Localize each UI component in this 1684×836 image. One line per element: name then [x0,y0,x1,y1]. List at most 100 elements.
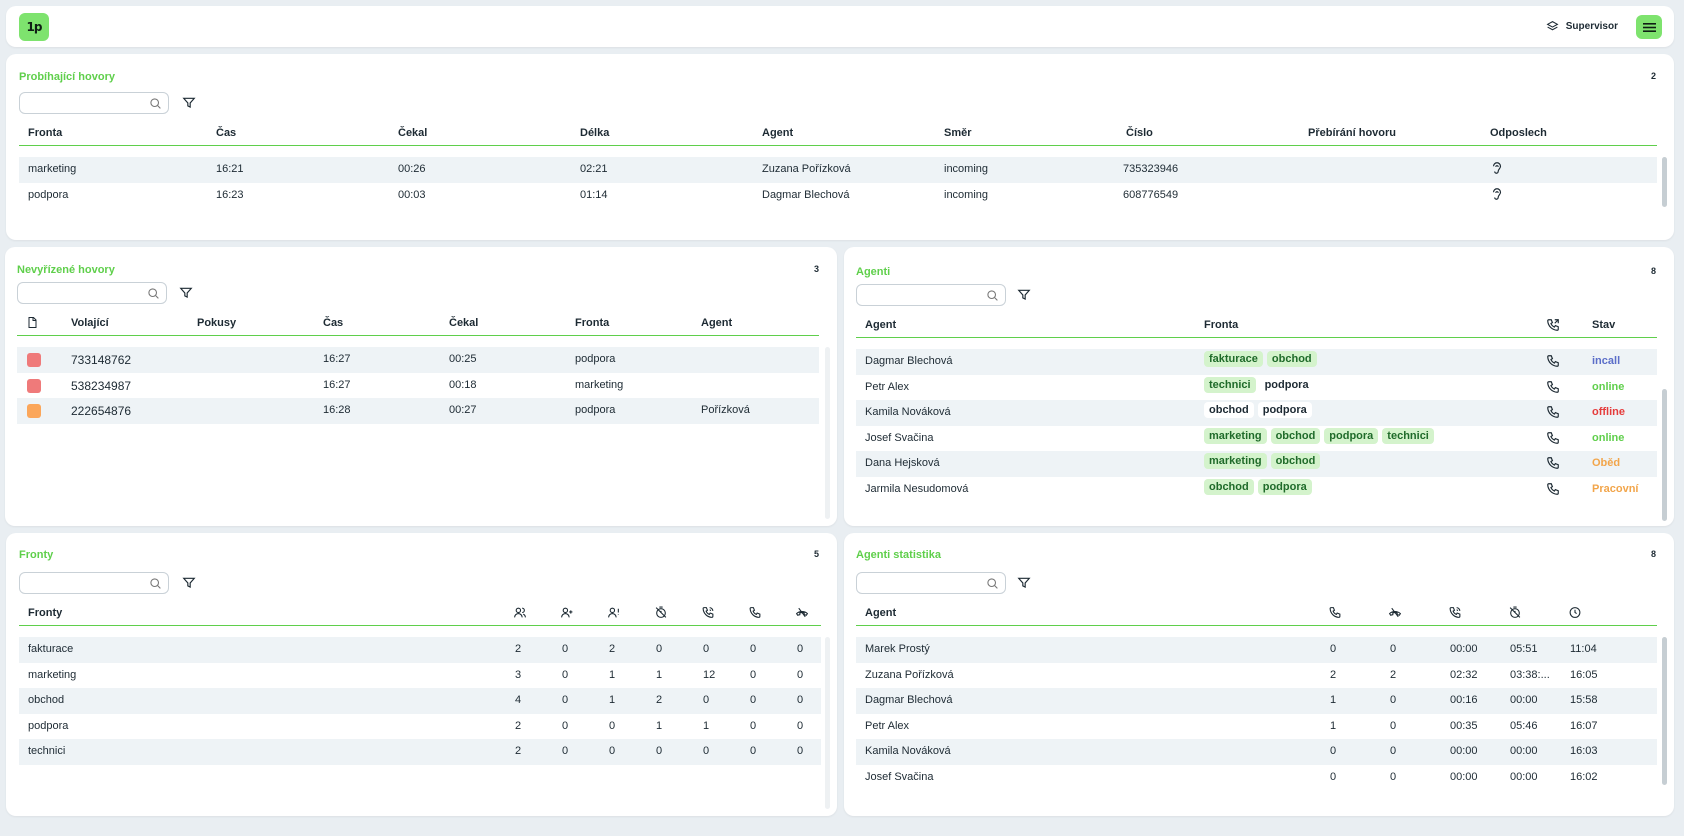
panel-count: 3 [813,264,819,274]
search-input[interactable] [19,92,169,114]
column-header[interactable]: Stav [1592,319,1616,331]
column-header[interactable]: Agent [762,127,794,139]
panel-count: 5 [813,549,819,559]
clock-icon[interactable] [1568,606,1582,619]
table-row[interactable]: Petr Alex 1 0 00:35 05:46 16:07 [865,719,1598,732]
queue-tag: technici [1382,427,1434,444]
phone-icon[interactable] [1546,354,1560,368]
phone-icon[interactable] [748,606,762,619]
phone-icon[interactable] [1546,482,1560,496]
phone-ring-icon[interactable] [701,606,715,619]
filter-icon[interactable] [182,96,196,110]
phone-icon[interactable] [1546,431,1560,445]
scrollbar[interactable] [1662,389,1667,521]
column-header[interactable]: Délka [580,127,610,139]
table-row[interactable]: 733148762 16:27 00:25 podpora [17,347,819,373]
table-row[interactable]: marketing 16:21 00:26 02:21 Zuzana Poříz… [19,157,1657,183]
table-row[interactable]: Petr Alex technici podpora online [865,376,1625,394]
queue-tag: podpora [1257,478,1312,495]
column-header[interactable]: Číslo [1126,127,1153,139]
scrollbar[interactable] [825,637,830,809]
user-busy-icon[interactable] [607,606,621,619]
filter-icon[interactable] [1017,576,1031,590]
menu-button[interactable] [1636,15,1662,39]
table-row[interactable]: fakturace 2 0 2 0 0 0 0 [19,637,821,663]
phone-icon[interactable] [1546,380,1560,394]
filter-icon[interactable] [182,576,196,590]
table-row[interactable]: Dagmar Blechová fakturace obchod incall [856,349,1657,375]
table-row[interactable]: podpora 16:23 00:03 01:14 Dagmar Blechov… [19,183,1657,209]
table-row[interactable]: marketing 3 0 1 1 12 0 0 [28,668,804,681]
scrollbar[interactable] [825,347,830,519]
panel-title: Agenti [856,266,891,278]
search-input[interactable] [17,282,167,304]
queue-tag: obchod [1204,478,1254,495]
table-row[interactable]: 538234987 16:27 00:18 marketing [17,373,819,399]
table-row[interactable]: technici 2 0 0 0 0 0 0 [19,739,821,765]
column-header[interactable]: Čas [323,317,344,329]
filter-icon[interactable] [1017,288,1031,302]
column-header[interactable]: Čekal [398,127,428,139]
table-row[interactable]: Kamila Nováková obchod podpora offline [856,400,1657,426]
search-input[interactable] [856,572,1006,594]
role-label: Supervisor [1565,21,1618,32]
top-bar: 1p Supervisor [6,6,1674,47]
timer-off-icon[interactable] [654,606,668,619]
table-row[interactable]: Josef Svačina marketing obchod podpora tech… [865,427,1625,445]
column-header[interactable]: Čekal [449,317,479,329]
agents-panel: Agenti 8 Agent Fronta Stav Dagmar Blecho… [844,247,1674,526]
table-row[interactable]: Dagmar Blechová 1 0 00:16 00:00 15:58 [856,688,1657,714]
search-input[interactable] [19,572,169,594]
queue-tags: marketing obchod [1204,453,1324,469]
table-row[interactable]: obchod 4 0 1 2 0 0 0 [19,688,821,714]
queue-tags: marketing obchod podpora technici [1204,427,1438,444]
table-header: Fronta Čas Čekal Délka Agent Směr Číslo … [19,120,1657,146]
listen-ear-icon[interactable] [1490,161,1504,175]
column-header[interactable]: Odposlech [1490,127,1547,139]
table-row[interactable]: Dana Hejsková marketing obchod Oběd [856,451,1657,477]
table-row[interactable]: Kamila Nováková 0 0 00:00 00:00 16:03 [856,739,1657,765]
role-switcher[interactable]: Supervisor [1546,20,1618,33]
filter-icon[interactable] [179,286,193,300]
timer-off-icon[interactable] [1508,606,1522,619]
column-header[interactable]: Fronta [28,127,63,139]
phone-ring-icon[interactable] [1448,606,1462,619]
users-icon[interactable] [513,606,527,619]
table-row[interactable]: Jarmila Nesudomová obchod podpora Pracovn… [865,478,1639,496]
app-logo[interactable]: 1p [19,13,49,41]
search-input[interactable] [856,284,1006,306]
column-header[interactable]: Fronta [1204,319,1239,331]
table-row[interactable]: podpora 2 0 0 1 1 0 0 [28,719,804,732]
column-header[interactable]: Agent [865,607,897,619]
phone-icon[interactable] [1328,606,1342,619]
column-header[interactable]: Agent [865,319,897,331]
phone-hangup-icon[interactable] [1388,606,1402,619]
table-row[interactable]: 222654876 16:28 00:27 podpora Pořízková [17,398,819,424]
phone-forward-icon[interactable] [1546,318,1560,332]
column-header[interactable]: Fronty [28,607,63,619]
column-header[interactable]: Čas [216,127,237,139]
phone-icon[interactable] [1546,405,1560,419]
scrollbar[interactable] [1662,157,1667,207]
column-header[interactable]: Přebírání hovoru [1308,127,1397,139]
active-calls-panel: Probíhající hovory 2 Fronta Čas Čekal Dé… [6,54,1674,240]
column-header[interactable]: Pokusy [197,317,237,329]
listen-ear-icon[interactable] [1490,187,1504,201]
phone-icon[interactable] [1546,456,1560,470]
table-body: fakturace 2 0 2 0 0 0 0 marketing 3 0 1 … [19,637,821,765]
scrollbar[interactable] [1662,637,1667,785]
table-row[interactable]: Josef Svačina 0 0 00:00 00:00 16:02 [865,770,1598,783]
phone-hangup-icon[interactable] [795,606,809,619]
status-badge: online [1592,431,1625,444]
column-header[interactable]: Volající [71,317,109,329]
user-add-icon[interactable] [560,606,574,619]
column-header[interactable]: Fronta [575,317,610,329]
queue-tag: obchod [1270,453,1321,469]
search-icon [148,288,159,299]
panel-title: Nevyřízené hovory [17,264,115,276]
column-header[interactable]: Agent [701,317,733,329]
column-header[interactable]: Směr [944,127,972,139]
table-row[interactable]: Marek Prostý 0 0 00:00 05:51 11:04 [856,637,1657,663]
document-icon[interactable] [26,316,38,329]
table-row[interactable]: Zuzana Pořízková 2 2 02:32 03:38:... 16:… [865,668,1598,681]
